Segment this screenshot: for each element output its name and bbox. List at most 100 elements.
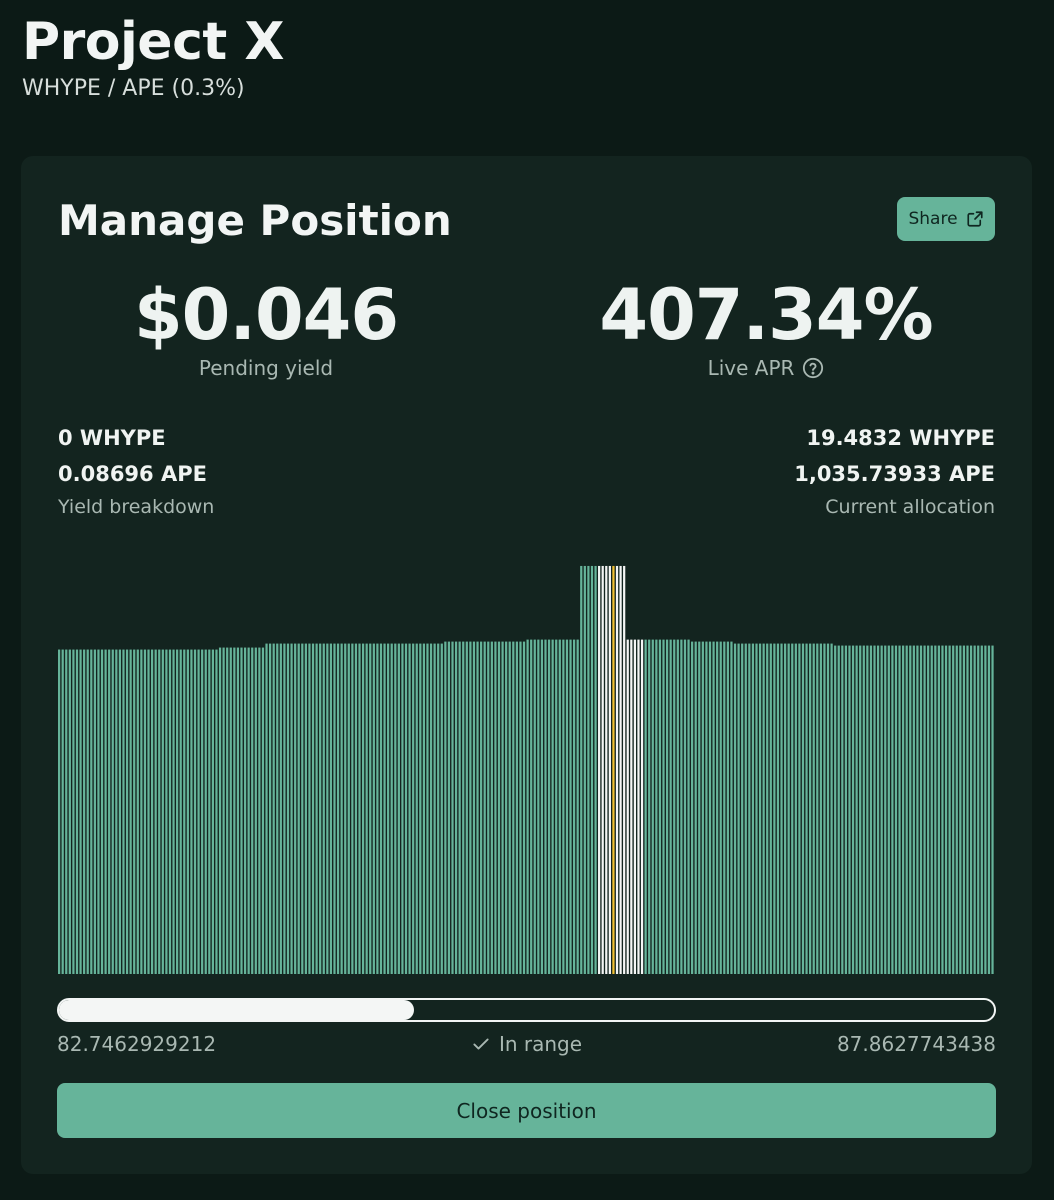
liquidity-bar bbox=[866, 645, 869, 974]
liquidity-bar bbox=[369, 643, 372, 974]
liquidity-bar bbox=[86, 649, 89, 974]
liquidity-bar bbox=[165, 649, 168, 974]
liquidity-bar bbox=[329, 643, 333, 974]
live-apr-value: 407.34% bbox=[599, 274, 933, 356]
liquidity-bar bbox=[691, 641, 694, 974]
liquidity-bar bbox=[404, 643, 408, 974]
liquidity-bar bbox=[769, 643, 772, 974]
price-range-bar[interactable] bbox=[57, 998, 996, 1022]
liquidity-bar bbox=[161, 649, 164, 974]
liquidity-bar-in-range bbox=[598, 565, 601, 974]
liquidity-bar bbox=[422, 643, 426, 974]
liquidity-bar bbox=[565, 639, 569, 974]
liquidity-bar bbox=[791, 643, 794, 974]
liquidity-bar bbox=[830, 643, 833, 974]
liquidity-bar bbox=[987, 645, 991, 974]
liquidity-bar-in-range bbox=[623, 565, 626, 974]
liquidity-bar bbox=[279, 643, 282, 974]
liquidity-bar bbox=[701, 641, 704, 974]
liquidity-bar bbox=[240, 647, 243, 974]
liquidity-bar bbox=[551, 639, 554, 974]
liquidity-bar bbox=[68, 649, 71, 974]
liquidity-bar bbox=[755, 643, 758, 974]
liquidity-bar bbox=[766, 643, 769, 974]
liquidity-bar bbox=[93, 649, 96, 974]
liquidity-bar bbox=[311, 643, 315, 974]
liquidity-bar bbox=[508, 641, 511, 974]
liquidity-bar bbox=[927, 645, 930, 974]
liquidity-bar bbox=[973, 645, 976, 974]
liquidity-bar bbox=[301, 643, 304, 974]
liquidity-bar bbox=[458, 641, 461, 974]
liquidity-bar bbox=[211, 649, 214, 974]
liquidity-bar bbox=[902, 645, 905, 974]
liquidity-bar bbox=[916, 645, 919, 974]
liquidity-bar bbox=[959, 645, 962, 974]
liquidity-bar bbox=[515, 641, 518, 974]
liquidity-bar bbox=[125, 649, 129, 974]
liquidity-bar bbox=[476, 641, 479, 974]
liquidity-bar bbox=[315, 643, 318, 974]
liquidity-bar bbox=[251, 647, 254, 974]
liquidity-bar bbox=[319, 643, 322, 974]
liquidity-bar bbox=[379, 643, 383, 974]
liquidity-bar bbox=[100, 649, 104, 974]
current-allocation-label: Current allocation bbox=[825, 496, 995, 518]
question-circle-icon[interactable] bbox=[802, 357, 824, 379]
liquidity-bar bbox=[426, 643, 429, 974]
liquidity-bar bbox=[136, 649, 139, 974]
liquidity-bar bbox=[129, 649, 132, 974]
liquidity-bar bbox=[737, 643, 740, 974]
allocation-ape: 1,035.73933 APE bbox=[794, 462, 995, 486]
liquidity-bar bbox=[111, 649, 114, 974]
liquidity-bar bbox=[351, 643, 354, 974]
liquidity-bar bbox=[308, 643, 311, 974]
liquidity-bar bbox=[712, 641, 715, 974]
liquidity-bar bbox=[980, 645, 983, 974]
liquidity-bar bbox=[444, 641, 447, 974]
liquidity-bar bbox=[873, 645, 876, 974]
liquidity-bar bbox=[884, 645, 887, 974]
liquidity-bar bbox=[662, 639, 665, 974]
liquidity-bar bbox=[462, 641, 465, 974]
liquidity-bar bbox=[183, 649, 186, 974]
liquidity-bar bbox=[226, 647, 229, 974]
liquidity-bar bbox=[522, 641, 526, 974]
range-progress-fill bbox=[59, 1000, 415, 1020]
liquidity-bar bbox=[723, 641, 726, 974]
share-button[interactable]: Share bbox=[897, 197, 995, 241]
liquidity-bar bbox=[751, 643, 755, 974]
liquidity-bar bbox=[512, 641, 515, 974]
liquidity-bar bbox=[179, 649, 182, 974]
liquidity-bar bbox=[952, 645, 955, 974]
liquidity-bar bbox=[941, 645, 944, 974]
close-position-button[interactable]: Close position bbox=[57, 1083, 996, 1138]
liquidity-bar bbox=[851, 645, 855, 974]
liquidity-bar bbox=[150, 649, 154, 974]
liquidity-bar bbox=[848, 645, 851, 974]
external-link-icon bbox=[966, 211, 983, 227]
liquidity-bar bbox=[855, 645, 858, 974]
liquidity-bar bbox=[290, 643, 293, 974]
liquidity-bar bbox=[394, 643, 397, 974]
liquidity-bar bbox=[669, 639, 672, 974]
liquidity-bar bbox=[576, 639, 579, 974]
liquidity-bar bbox=[805, 643, 808, 974]
liquidity-bar bbox=[733, 643, 737, 974]
liquidity-bar bbox=[665, 639, 669, 974]
liquidity-bar bbox=[118, 649, 122, 974]
liquidity-bar bbox=[644, 639, 647, 974]
liquidity-bar bbox=[730, 641, 733, 974]
liquidity-bar bbox=[887, 645, 890, 974]
liquidity-bar bbox=[336, 643, 340, 974]
liquidity-bar bbox=[186, 649, 189, 974]
liquidity-chart bbox=[58, 565, 994, 974]
liquidity-bar bbox=[784, 643, 787, 974]
liquidity-bar bbox=[140, 649, 143, 974]
liquidity-bar bbox=[526, 639, 529, 974]
liquidity-bar bbox=[254, 647, 257, 974]
liquidity-bar bbox=[590, 565, 594, 974]
liquidity-bar bbox=[383, 643, 386, 974]
liquidity-bar bbox=[583, 565, 586, 974]
liquidity-bar bbox=[472, 641, 476, 974]
